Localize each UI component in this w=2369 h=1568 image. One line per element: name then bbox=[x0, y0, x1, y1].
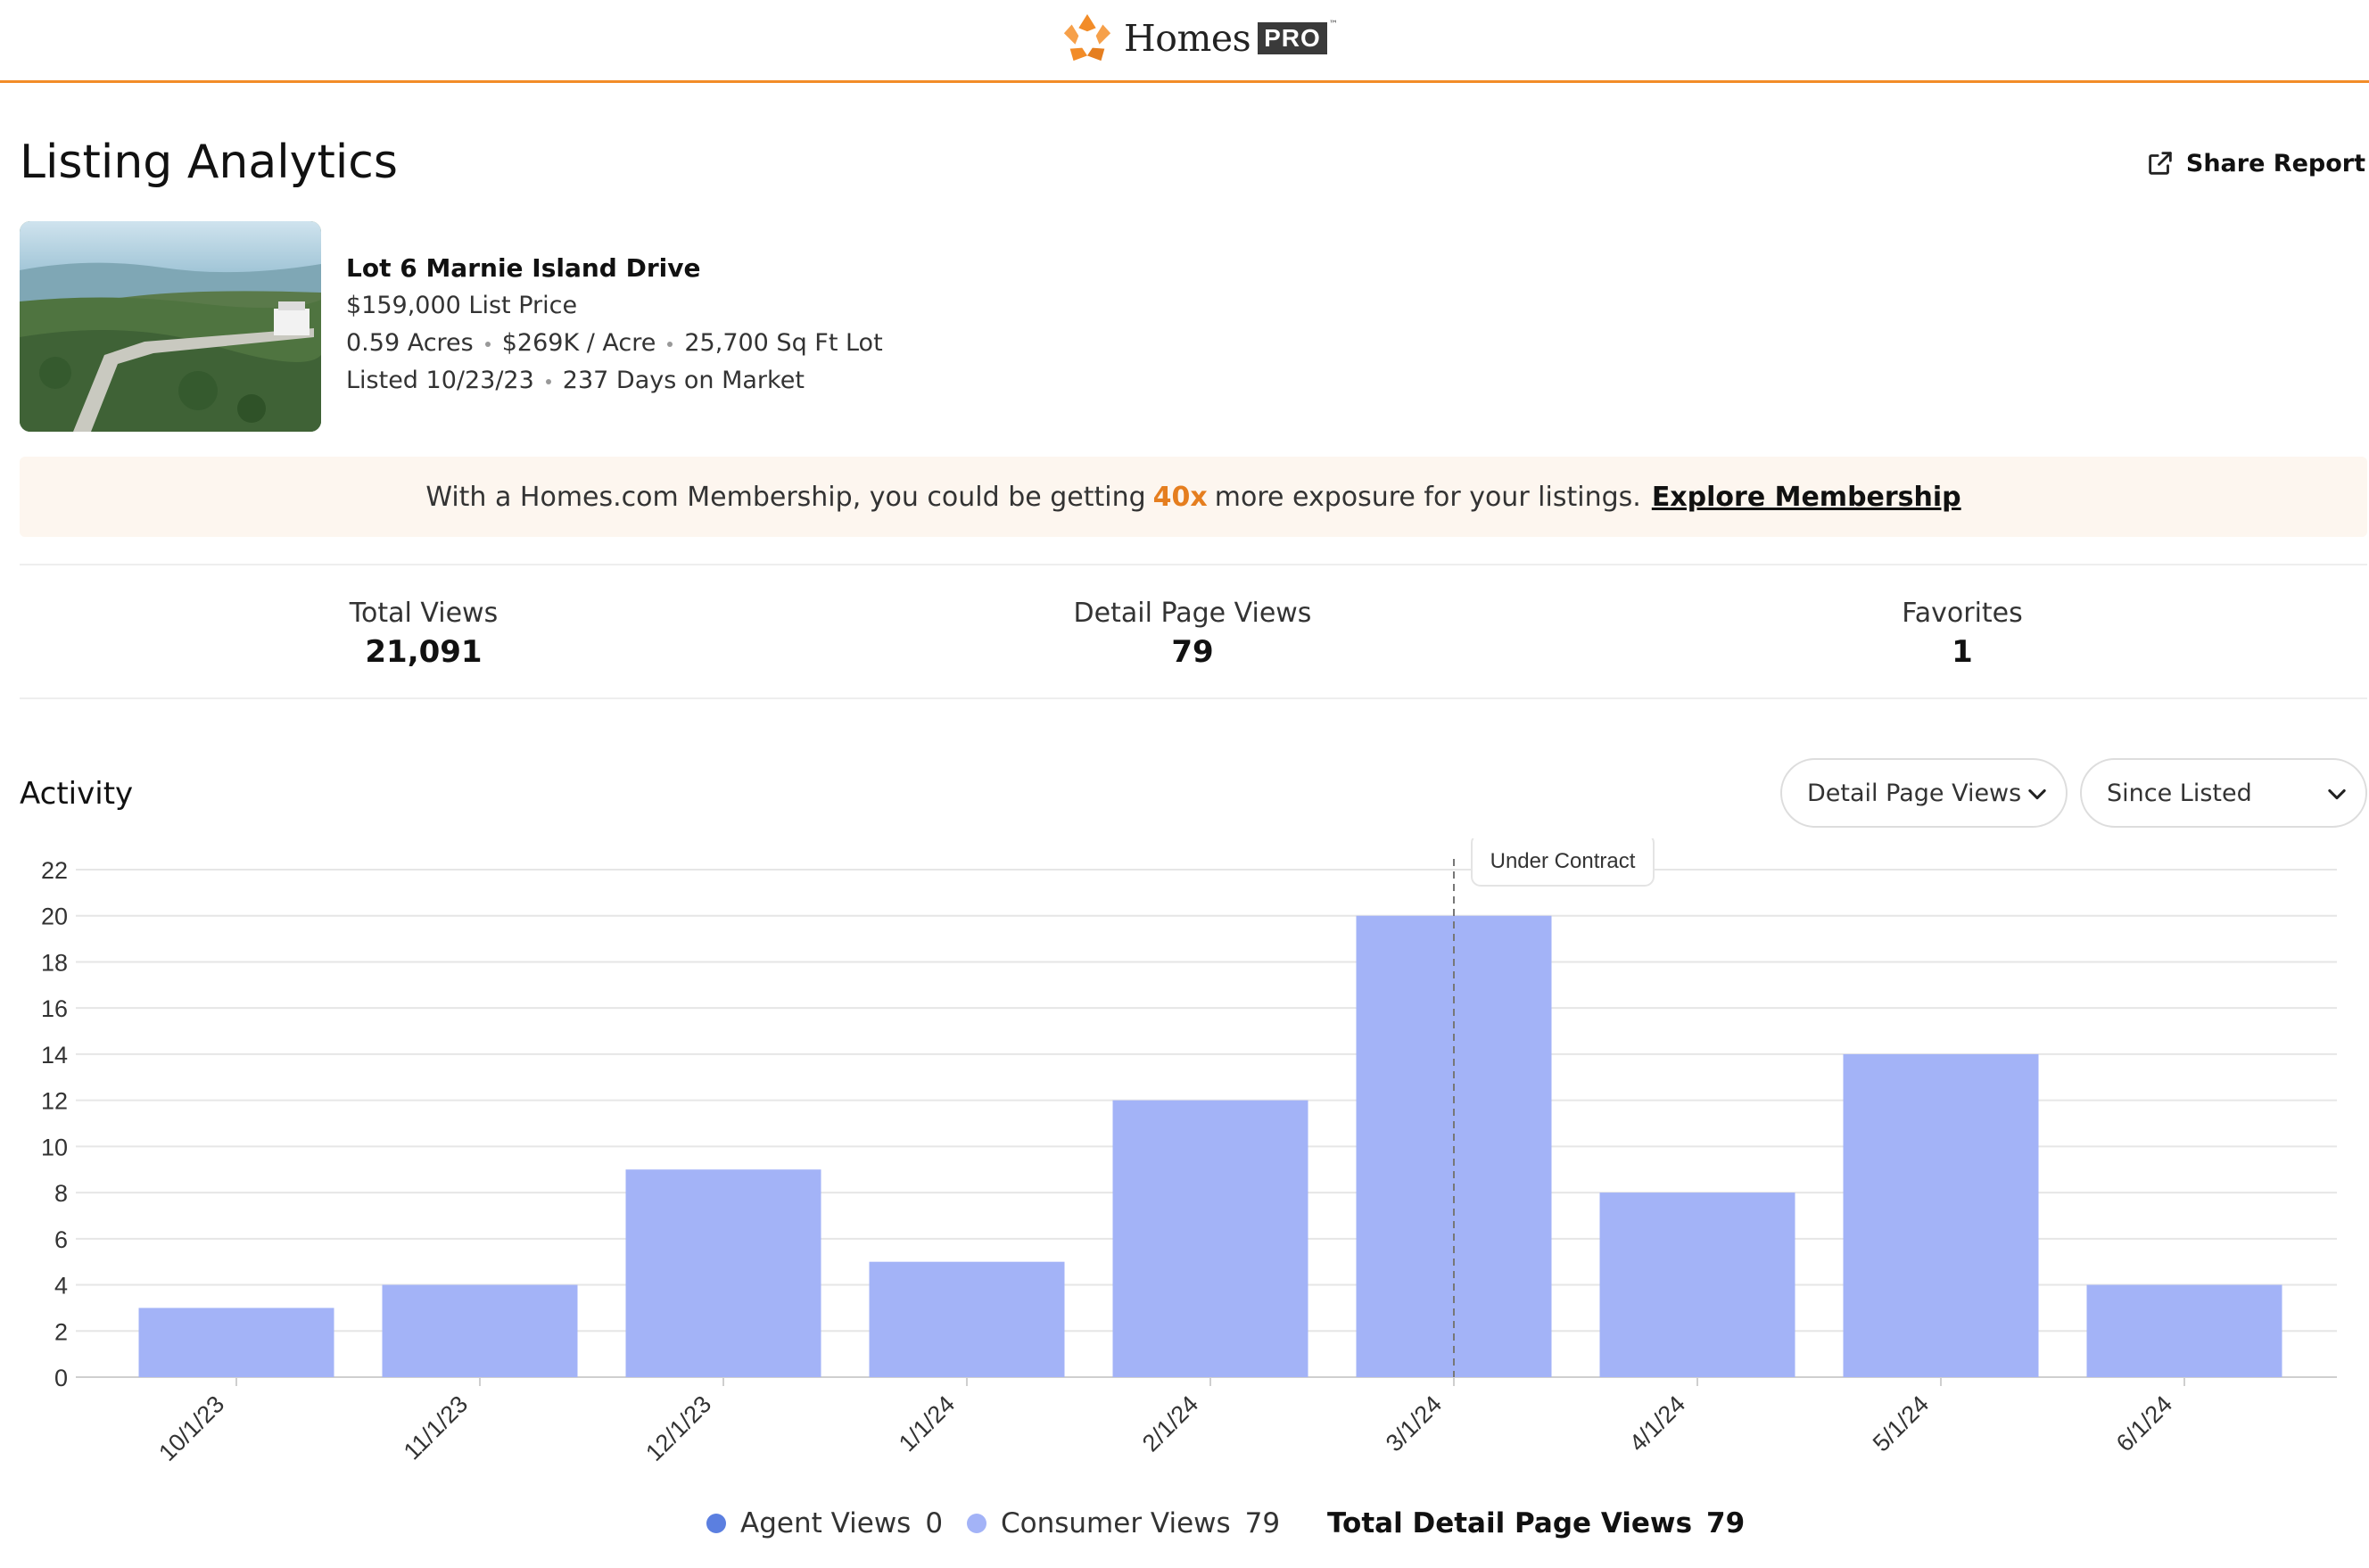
y-tick-label: 22 bbox=[41, 857, 68, 884]
stat-label: Total Views bbox=[349, 598, 499, 629]
y-tick-label: 12 bbox=[41, 1088, 68, 1115]
x-tick-label: 4/1/24 bbox=[1624, 1391, 1690, 1457]
brand-name: Homes bbox=[1124, 17, 1251, 60]
metric-select[interactable]: Detail Page Views bbox=[1780, 758, 2068, 828]
x-tick-label: 1/1/24 bbox=[894, 1391, 960, 1457]
membership-banner: With a Homes.com Membership, you could b… bbox=[20, 457, 2367, 537]
x-tick-label: 3/1/24 bbox=[1381, 1391, 1447, 1457]
stat-total-views: Total Views 21,091 bbox=[245, 598, 602, 670]
listing-photo[interactable] bbox=[20, 221, 321, 432]
annotation-callout bbox=[1471, 838, 1655, 887]
separator-dot bbox=[545, 378, 551, 384]
stat-detail-page-views: Detail Page Views 79 bbox=[1014, 598, 1371, 670]
bar-consumer-views[interactable] bbox=[138, 1308, 334, 1377]
listing-dates: Listed 10/23/23 237 Days on Market bbox=[346, 367, 883, 395]
chevron-down-icon bbox=[2028, 788, 2046, 800]
y-tick-label: 8 bbox=[54, 1180, 68, 1207]
aerial-photo-image bbox=[20, 221, 321, 432]
x-tick-label: 2/1/24 bbox=[1137, 1391, 1203, 1457]
explore-membership-link[interactable]: Explore Membership bbox=[1651, 481, 1961, 513]
separator-dot bbox=[484, 341, 491, 347]
y-tick-label: 10 bbox=[41, 1134, 68, 1160]
listing-address[interactable]: Lot 6 Marnie Island Drive bbox=[346, 253, 701, 283]
share-icon bbox=[2149, 152, 2172, 175]
x-tick-label: 10/1/23 bbox=[153, 1391, 229, 1466]
y-tick-label: 0 bbox=[54, 1365, 68, 1391]
legend-swatch-consumer bbox=[967, 1514, 986, 1533]
listing-details: 0.59 Acres $269K / Acre 25,700 Sq Ft Lot bbox=[346, 329, 883, 358]
legend-swatch-agent bbox=[706, 1514, 726, 1533]
annotation-label: Under Contract bbox=[1490, 849, 1636, 873]
bar-consumer-views[interactable] bbox=[625, 1169, 821, 1377]
y-tick-label: 4 bbox=[54, 1273, 68, 1300]
range-select-value: Since Listed bbox=[2107, 779, 2252, 807]
range-select[interactable]: Since Listed bbox=[2080, 758, 2367, 828]
chart-legend: Agent Views 0 Consumer Views 79 Total De… bbox=[0, 1507, 2369, 1543]
stat-label: Favorites bbox=[1902, 598, 2023, 629]
x-tick-label: 11/1/23 bbox=[399, 1391, 474, 1465]
bar-consumer-views[interactable] bbox=[1599, 1193, 1795, 1377]
metric-select-value: Detail Page Views bbox=[1807, 779, 2022, 807]
x-tick-label: 12/1/23 bbox=[640, 1391, 716, 1466]
share-report-label: Share Report bbox=[2185, 149, 2365, 177]
bar-consumer-views[interactable] bbox=[1112, 1100, 1308, 1377]
stat-label: Detail Page Views bbox=[1073, 598, 1312, 629]
activity-bar-chart: 0 2 4 6 8 10 12 14 16 18 20 22 10/1/23 11/1/23 12/1/23… bbox=[41, 838, 2337, 1466]
y-tick-label: 16 bbox=[41, 995, 68, 1022]
share-report-button[interactable]: Share Report bbox=[2145, 148, 2365, 178]
chevron-down-icon bbox=[2328, 788, 2346, 800]
bar-consumer-views[interactable] bbox=[382, 1284, 578, 1377]
y-tick-label: 2 bbox=[54, 1318, 68, 1345]
listed-date: Listed 10/23/23 bbox=[346, 367, 534, 394]
x-tick-label: 6/1/24 bbox=[2111, 1391, 2177, 1457]
y-tick-label: 14 bbox=[41, 1042, 68, 1069]
page-title: Listing Analytics bbox=[20, 136, 398, 189]
y-tick-label: 20 bbox=[41, 904, 68, 930]
banner-text-after: more exposure for your listings. bbox=[1214, 481, 1641, 513]
listing-price: $159,000 List Price bbox=[346, 292, 578, 319]
bar-consumer-views[interactable] bbox=[869, 1261, 1065, 1377]
listing-info: Lot 6 Marnie Island Drive $159,000 List … bbox=[346, 253, 883, 404]
stat-value: 1 bbox=[1952, 634, 1973, 670]
y-tick-label: 6 bbox=[54, 1226, 68, 1253]
y-tick-label: 18 bbox=[41, 949, 68, 976]
lot-size: 25,700 Sq Ft Lot bbox=[684, 329, 883, 357]
trademark: ™ bbox=[1328, 20, 1338, 29]
stat-value: 79 bbox=[1171, 634, 1214, 670]
stat-favorites: Favorites 1 bbox=[1784, 598, 2141, 670]
legend-agent-views[interactable]: Agent Views 0 bbox=[706, 1507, 943, 1539]
acres: 0.59 Acres bbox=[346, 329, 474, 357]
price-per-acre: $269K / Acre bbox=[501, 329, 656, 357]
bar-consumer-views[interactable] bbox=[2086, 1284, 2282, 1377]
legend-value: 0 bbox=[925, 1507, 944, 1539]
brand-badge: PRO bbox=[1258, 22, 1327, 54]
x-tick-label: 5/1/24 bbox=[1868, 1391, 1934, 1457]
separator-dot bbox=[667, 341, 673, 347]
legend-value: 79 bbox=[1244, 1507, 1281, 1539]
top-bar: Homes PRO ™ bbox=[0, 0, 2369, 83]
legend-consumer-views[interactable]: Consumer Views 79 bbox=[967, 1507, 1280, 1539]
stat-value: 21,091 bbox=[365, 634, 483, 670]
legend-label: Consumer Views bbox=[1001, 1507, 1231, 1539]
legend-total-value: 79 bbox=[1706, 1507, 1746, 1539]
stats-row: Total Views 21,091 Detail Page Views 79 … bbox=[20, 564, 2367, 699]
homes-pro-logo[interactable]: Homes PRO ™ bbox=[1061, 9, 1338, 68]
legend-label: Agent Views bbox=[740, 1507, 912, 1539]
activity-title: Activity bbox=[20, 776, 134, 812]
bar-consumer-views[interactable] bbox=[1843, 1053, 2039, 1377]
legend-total-label: Total Detail Page Views bbox=[1327, 1507, 1693, 1539]
homes-logo-icon bbox=[1063, 13, 1111, 62]
days-on-market: 237 Days on Market bbox=[562, 367, 805, 394]
banner-highlight: 40x bbox=[1152, 481, 1208, 513]
legend-total: Total Detail Page Views 79 bbox=[1327, 1507, 1745, 1539]
banner-text: With a Homes.com Membership, you could b… bbox=[425, 481, 1146, 513]
